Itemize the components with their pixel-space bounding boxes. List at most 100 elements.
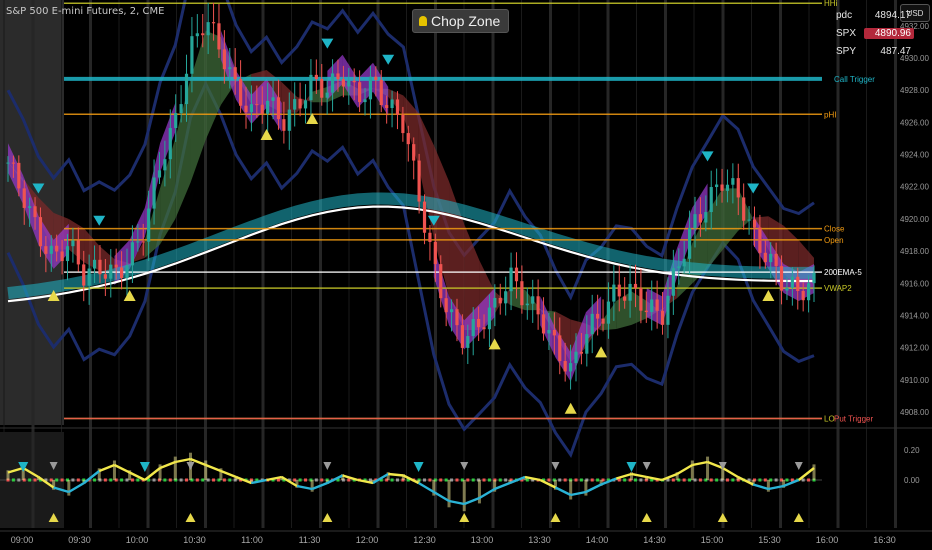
candle-body [22, 188, 26, 208]
candle [563, 342, 567, 382]
y-tick-label: 4930.00 [900, 54, 929, 63]
trend-cloud [175, 78, 191, 219]
candle [520, 265, 524, 314]
candle-body [217, 23, 221, 50]
chop-zone-badge[interactable]: Chop Zone [412, 9, 510, 33]
candle [660, 292, 665, 335]
candle [487, 294, 492, 347]
osc-histogram-dot [525, 478, 529, 482]
candle-body [520, 281, 524, 306]
osc-bar [477, 480, 481, 504]
osc-bottom-marker [185, 513, 196, 522]
candle [217, 3, 221, 58]
osc-histogram-dot [542, 478, 546, 482]
osc-histogram-dot [314, 478, 318, 482]
osc-bar [97, 468, 101, 480]
buy-signal-triangle [260, 129, 273, 141]
candle-body [687, 228, 692, 259]
candle [11, 155, 16, 178]
trend-cloud [737, 188, 754, 232]
osc-line-segment [53, 486, 70, 494]
candle-body [287, 109, 291, 131]
osc-line-segment [144, 467, 161, 481]
candle-body [790, 276, 794, 288]
osc-top-marker [642, 462, 651, 470]
candle-body [455, 309, 459, 326]
osc-line-segment [783, 478, 800, 488]
candle-body [606, 301, 611, 324]
candle-body [585, 334, 589, 354]
osc-bar [219, 468, 223, 480]
osc-line-segment [676, 463, 693, 476]
candle [747, 206, 751, 235]
candle-body [677, 266, 681, 269]
osc-histogram-dot [17, 478, 21, 482]
candle [271, 79, 275, 120]
candle-body [152, 177, 156, 209]
osc-histogram-dot [428, 478, 432, 482]
candle [293, 82, 297, 127]
candle [49, 235, 53, 272]
osc-y-tick-label: 0.00 [904, 476, 920, 485]
osc-bar [721, 464, 725, 480]
osc-line-segment [22, 466, 40, 479]
level-label: LO [824, 415, 835, 424]
candle [514, 252, 519, 299]
osc-bottom-marker [322, 513, 333, 522]
trend-cloud [494, 288, 510, 314]
osc-histogram-dot [666, 478, 670, 482]
y-tick-label: 4922.00 [900, 183, 929, 192]
momentum-ribbon [540, 296, 556, 358]
candle-body [725, 184, 730, 191]
osc-histogram-dot [33, 478, 37, 482]
candle [309, 59, 313, 120]
candle [22, 180, 26, 225]
candle [282, 101, 286, 144]
osc-bar [67, 480, 71, 496]
candle [639, 268, 643, 324]
candle [98, 245, 102, 283]
candle-body [249, 104, 254, 113]
osc-line-segment [798, 467, 815, 481]
candle-body [693, 214, 697, 229]
candle [76, 227, 80, 272]
osc-histogram-dot [336, 478, 340, 482]
osc-histogram-dot [206, 478, 210, 482]
candle-body [763, 252, 767, 263]
osc-bar [401, 474, 405, 480]
osc-y-tick-label: 0.20 [904, 446, 920, 455]
candle-body [698, 214, 703, 223]
candle-body [466, 336, 470, 348]
candle-body [71, 240, 75, 247]
osc-bar [112, 460, 116, 480]
candle-body [477, 318, 481, 328]
osc-sell-marker [413, 462, 424, 472]
y-tick-label: 4926.00 [900, 118, 929, 127]
buy-signal-triangle [595, 346, 608, 358]
candle [87, 254, 91, 305]
candle [433, 233, 437, 282]
osc-line-segment [752, 483, 769, 491]
candle [801, 282, 805, 312]
candle [558, 317, 562, 375]
sell-signal-triangle [32, 183, 45, 194]
osc-histogram-dot [379, 478, 383, 482]
osc-line-segment [646, 475, 663, 482]
candle [698, 197, 703, 237]
candle-body [276, 97, 281, 120]
y-tick-label: 4910.00 [900, 376, 929, 385]
y-tick-label: 4924.00 [900, 151, 929, 160]
candle [352, 68, 356, 101]
candle [233, 48, 237, 95]
osc-line-segment [737, 475, 754, 486]
currency-button[interactable]: USD [900, 4, 930, 22]
sell-signal-triangle [701, 151, 714, 162]
osc-histogram-dot [11, 478, 15, 482]
osc-bar [630, 472, 634, 480]
osc-histogram-dot [217, 478, 221, 482]
candle-body [536, 296, 540, 315]
upper-envelope [6, 0, 815, 301]
candle [260, 86, 264, 124]
osc-histogram-dot [606, 478, 610, 482]
